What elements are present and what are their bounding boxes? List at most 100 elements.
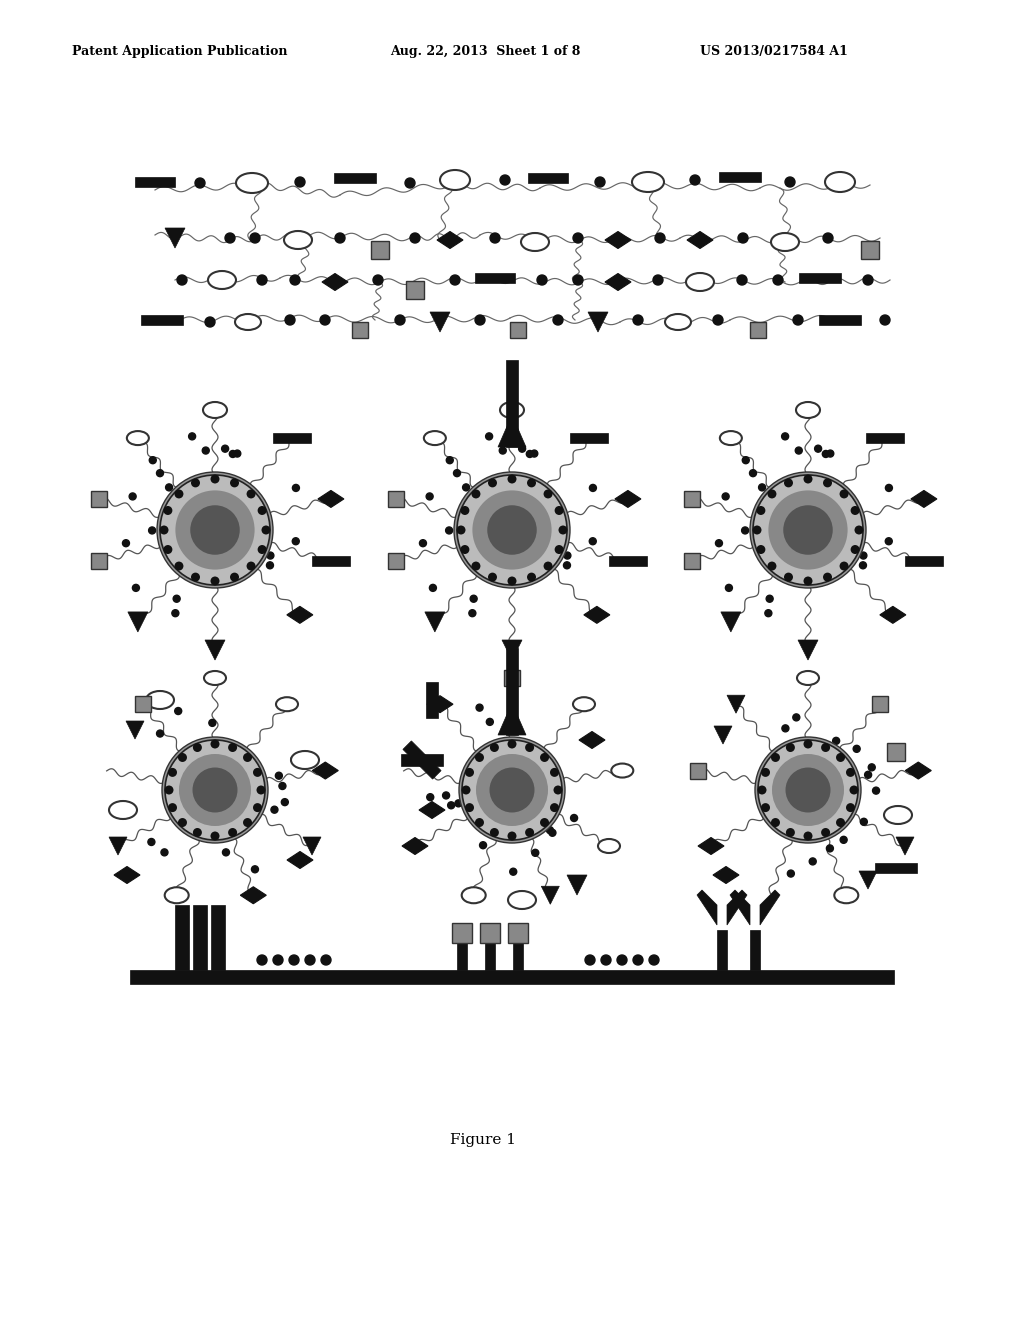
Polygon shape — [128, 612, 147, 632]
Bar — [690, 763, 706, 779]
Circle shape — [191, 478, 200, 487]
Circle shape — [472, 491, 552, 570]
Bar — [175, 906, 189, 970]
Circle shape — [880, 315, 890, 325]
Circle shape — [555, 545, 563, 554]
Circle shape — [205, 317, 215, 327]
Circle shape — [290, 275, 300, 285]
Circle shape — [549, 829, 556, 837]
Circle shape — [864, 771, 871, 779]
Ellipse shape — [720, 432, 741, 445]
Polygon shape — [713, 866, 739, 883]
Bar — [130, 970, 894, 983]
Circle shape — [547, 826, 553, 834]
Circle shape — [758, 785, 767, 795]
Circle shape — [188, 433, 196, 440]
Circle shape — [273, 954, 283, 965]
Circle shape — [833, 738, 840, 744]
Circle shape — [863, 275, 873, 285]
Circle shape — [148, 527, 156, 535]
Polygon shape — [502, 640, 522, 660]
Circle shape — [821, 828, 830, 837]
Bar — [750, 322, 766, 338]
Circle shape — [253, 768, 262, 777]
Ellipse shape — [521, 234, 549, 251]
Circle shape — [476, 754, 548, 826]
Polygon shape — [730, 890, 750, 925]
Circle shape — [454, 473, 570, 587]
Circle shape — [211, 832, 219, 841]
Circle shape — [737, 275, 746, 285]
Polygon shape — [605, 273, 631, 290]
Polygon shape — [287, 851, 313, 869]
Circle shape — [785, 743, 795, 752]
Circle shape — [487, 506, 537, 554]
Text: Figure 1: Figure 1 — [450, 1133, 516, 1147]
Circle shape — [450, 275, 460, 285]
Circle shape — [500, 447, 506, 454]
Circle shape — [267, 552, 273, 560]
Circle shape — [485, 433, 493, 440]
Circle shape — [447, 801, 455, 809]
Circle shape — [815, 445, 821, 453]
Circle shape — [275, 772, 283, 779]
Bar — [388, 491, 404, 507]
Ellipse shape — [665, 314, 691, 330]
Circle shape — [738, 234, 748, 243]
Circle shape — [633, 954, 643, 965]
Ellipse shape — [236, 173, 268, 193]
Circle shape — [230, 478, 239, 487]
Circle shape — [454, 470, 461, 477]
Circle shape — [508, 577, 516, 586]
Polygon shape — [430, 312, 450, 333]
Circle shape — [601, 954, 611, 965]
Circle shape — [525, 743, 535, 752]
Circle shape — [471, 490, 480, 499]
Circle shape — [489, 743, 499, 752]
Circle shape — [225, 234, 234, 243]
Circle shape — [550, 768, 559, 777]
Circle shape — [233, 450, 241, 457]
Circle shape — [633, 315, 643, 325]
Circle shape — [716, 540, 723, 546]
Circle shape — [868, 764, 876, 771]
Ellipse shape — [508, 891, 536, 909]
Bar — [135, 696, 151, 713]
Circle shape — [742, 457, 750, 463]
Circle shape — [166, 484, 173, 491]
Circle shape — [445, 527, 453, 535]
Circle shape — [157, 730, 164, 737]
Polygon shape — [567, 875, 587, 895]
Circle shape — [563, 562, 570, 569]
Circle shape — [793, 714, 800, 721]
Circle shape — [173, 595, 180, 602]
Circle shape — [860, 552, 867, 560]
Bar — [750, 931, 760, 970]
Circle shape — [258, 545, 266, 554]
Polygon shape — [588, 312, 608, 333]
Circle shape — [261, 525, 270, 535]
Circle shape — [174, 490, 183, 499]
Circle shape — [257, 275, 267, 285]
Polygon shape — [714, 726, 732, 744]
Circle shape — [132, 585, 139, 591]
Bar — [371, 242, 389, 259]
Bar — [905, 556, 943, 566]
Circle shape — [771, 818, 780, 828]
Circle shape — [228, 828, 238, 837]
Bar — [91, 491, 108, 507]
Polygon shape — [437, 231, 463, 248]
Ellipse shape — [835, 887, 858, 903]
Circle shape — [465, 768, 474, 777]
Circle shape — [282, 799, 289, 805]
Bar — [426, 682, 438, 718]
Circle shape — [823, 234, 833, 243]
Polygon shape — [579, 731, 605, 748]
Circle shape — [160, 525, 169, 535]
Bar — [388, 553, 404, 569]
Polygon shape — [287, 606, 313, 623]
Circle shape — [462, 741, 562, 840]
Text: Aug. 22, 2013  Sheet 1 of 8: Aug. 22, 2013 Sheet 1 of 8 — [390, 45, 581, 58]
Circle shape — [488, 573, 497, 582]
Bar — [452, 923, 472, 942]
